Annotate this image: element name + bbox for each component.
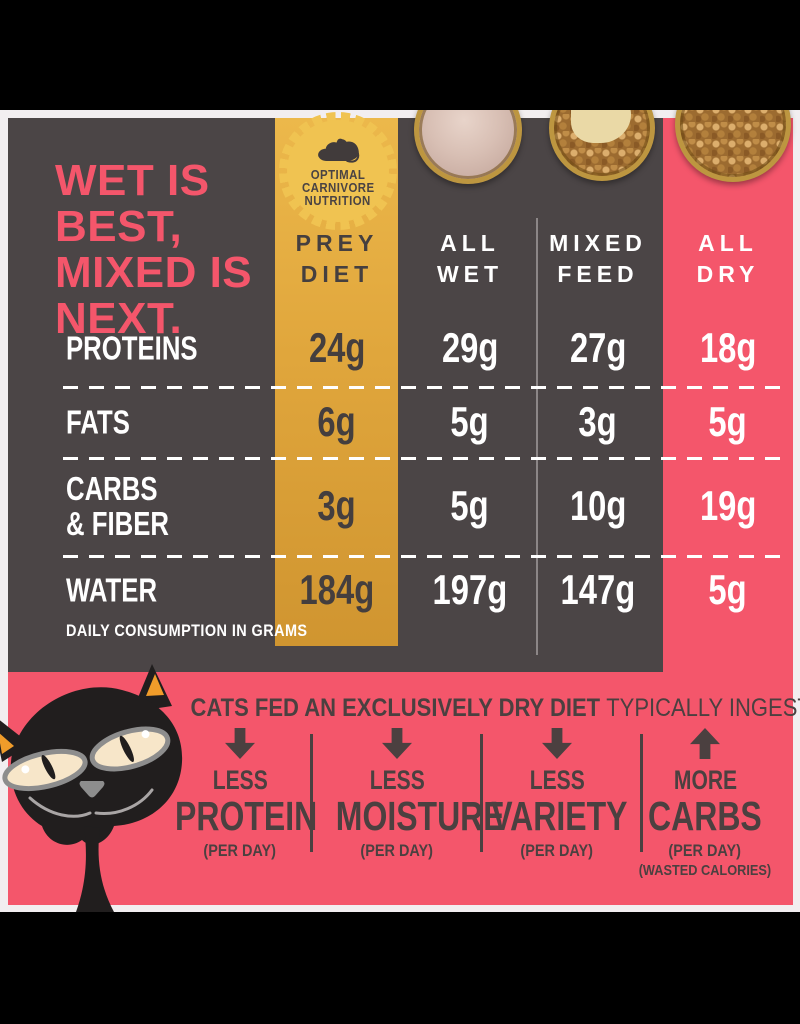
- row-label: FATS: [66, 403, 130, 440]
- column-header-prey-diet: PREY DIET: [295, 230, 379, 287]
- value-wet-water: 197g: [432, 566, 508, 613]
- badge-text-line: CARNIVORE: [301, 179, 375, 195]
- down-arrow-icon: [225, 728, 255, 759]
- table-row-water: WATER 184g 197g 147g 5g: [8, 555, 793, 625]
- column-divider: [536, 218, 538, 655]
- summary-item-protein: LESS PROTEIN (PER DAY): [155, 728, 325, 862]
- badge-text-line: NUTRITION: [304, 192, 372, 208]
- value-dry-water: 5g: [708, 566, 748, 613]
- value-prey-water: 184g: [299, 566, 375, 613]
- summary-item-moisture: LESS MOISTURE (PER DAY): [312, 728, 505, 862]
- badge-text-line: OPTIMAL: [310, 166, 366, 182]
- value-wet-proteins: 29g: [441, 324, 499, 371]
- value-mixed-carbs: 10g: [569, 482, 627, 529]
- table-row-proteins: PROTEINS 24g 29g 27g 18g: [8, 310, 793, 386]
- mouse-icon: [318, 138, 360, 163]
- value-dry-carbs: 19g: [699, 482, 757, 529]
- all-dry-column-background: [663, 118, 793, 678]
- row-divider: [63, 386, 785, 389]
- column-header-mixed-feed: MIXED FEED: [549, 230, 647, 287]
- row-label: CARBS & FIBER: [66, 470, 169, 542]
- column-header-all-dry: ALL DRY: [696, 230, 760, 287]
- item-divider: [640, 734, 643, 852]
- up-arrow-icon: [690, 728, 720, 759]
- starburst-core: [287, 120, 389, 222]
- row-divider: [63, 555, 785, 558]
- value-wet-fats: 5g: [450, 397, 490, 445]
- table-row-fats: FATS 6g 5g 3g 5g: [8, 386, 793, 457]
- item-divider: [480, 734, 483, 852]
- optimal-carnivore-nutrition-badge: OPTIMAL CARNIVORE NUTRITION: [279, 112, 397, 230]
- top-letterbox-bar: [0, 0, 800, 110]
- down-arrow-icon: [382, 728, 412, 759]
- column-header-all-wet: ALL WET: [436, 230, 504, 287]
- black-cat-illustration: [0, 664, 183, 912]
- page-title: WET IS BEST, MIXED IS NEXT.: [55, 156, 253, 343]
- item-divider: [310, 734, 313, 852]
- value-mixed-fats: 3g: [578, 397, 618, 445]
- summary-item-variety: LESS VARIETY (PER DAY): [472, 728, 642, 862]
- value-prey-carbs: 3g: [317, 482, 357, 529]
- summary-heading: CATS FED AN EXCLUSIVELY DRY DIET TYPICALL…: [190, 694, 800, 722]
- comparison-panel: OPTIMAL CARNIVORE NUTRITION WET IS BEST,…: [0, 66, 800, 912]
- value-wet-carbs: 5g: [450, 482, 490, 529]
- summary-item-carbs: MORE CARBS (PER DAY) (WASTED CALORIES): [620, 728, 790, 880]
- value-mixed-water: 147g: [560, 566, 636, 613]
- table-footnote: DAILY CONSUMPTION IN GRAMS: [66, 621, 308, 640]
- table-row-carbs-fiber: CARBS & FIBER 3g 5g 10g 19g: [8, 457, 793, 555]
- value-prey-proteins: 24g: [308, 324, 366, 371]
- value-mixed-proteins: 27g: [569, 324, 627, 371]
- down-arrow-icon: [542, 728, 572, 759]
- value-prey-fats: 6g: [317, 397, 357, 445]
- dry-diet-summary-section: CATS FED AN EXCLUSIVELY DRY DIET TYPICALL…: [8, 672, 800, 905]
- card-background: OPTIMAL CARNIVORE NUTRITION WET IS BEST,…: [0, 66, 800, 912]
- row-label: PROTEINS: [66, 329, 198, 367]
- value-dry-fats: 5g: [708, 397, 748, 445]
- value-dry-proteins: 18g: [699, 324, 757, 371]
- row-divider: [63, 457, 785, 460]
- bottom-letterbox-bar: [0, 912, 800, 1024]
- row-label: WATER: [66, 571, 158, 609]
